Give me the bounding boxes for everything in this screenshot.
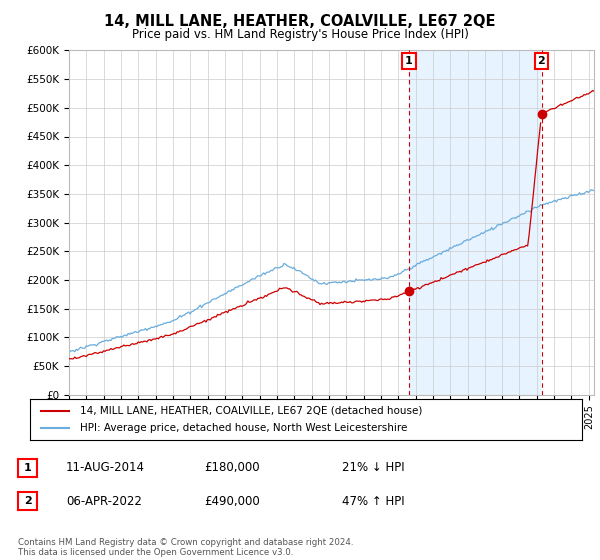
Text: Price paid vs. HM Land Registry's House Price Index (HPI): Price paid vs. HM Land Registry's House … xyxy=(131,28,469,41)
Text: 14, MILL LANE, HEATHER, COALVILLE, LE67 2QE (detached house): 14, MILL LANE, HEATHER, COALVILLE, LE67 … xyxy=(80,405,422,416)
Text: 14, MILL LANE, HEATHER, COALVILLE, LE67 2QE: 14, MILL LANE, HEATHER, COALVILLE, LE67 … xyxy=(104,14,496,29)
Text: £180,000: £180,000 xyxy=(204,461,260,474)
Bar xyxy=(409,50,541,395)
Text: 1: 1 xyxy=(24,463,31,473)
Text: £490,000: £490,000 xyxy=(204,494,260,508)
Text: Contains HM Land Registry data © Crown copyright and database right 2024.
This d: Contains HM Land Registry data © Crown c… xyxy=(18,538,353,557)
Text: 2: 2 xyxy=(538,56,545,66)
Text: HPI: Average price, detached house, North West Leicestershire: HPI: Average price, detached house, Nort… xyxy=(80,423,407,433)
Text: 1: 1 xyxy=(405,56,413,66)
Text: 06-APR-2022: 06-APR-2022 xyxy=(66,494,142,508)
Text: 47% ↑ HPI: 47% ↑ HPI xyxy=(342,494,404,508)
Text: 21% ↓ HPI: 21% ↓ HPI xyxy=(342,461,404,474)
Text: 2: 2 xyxy=(24,496,31,506)
Text: 11-AUG-2014: 11-AUG-2014 xyxy=(66,461,145,474)
